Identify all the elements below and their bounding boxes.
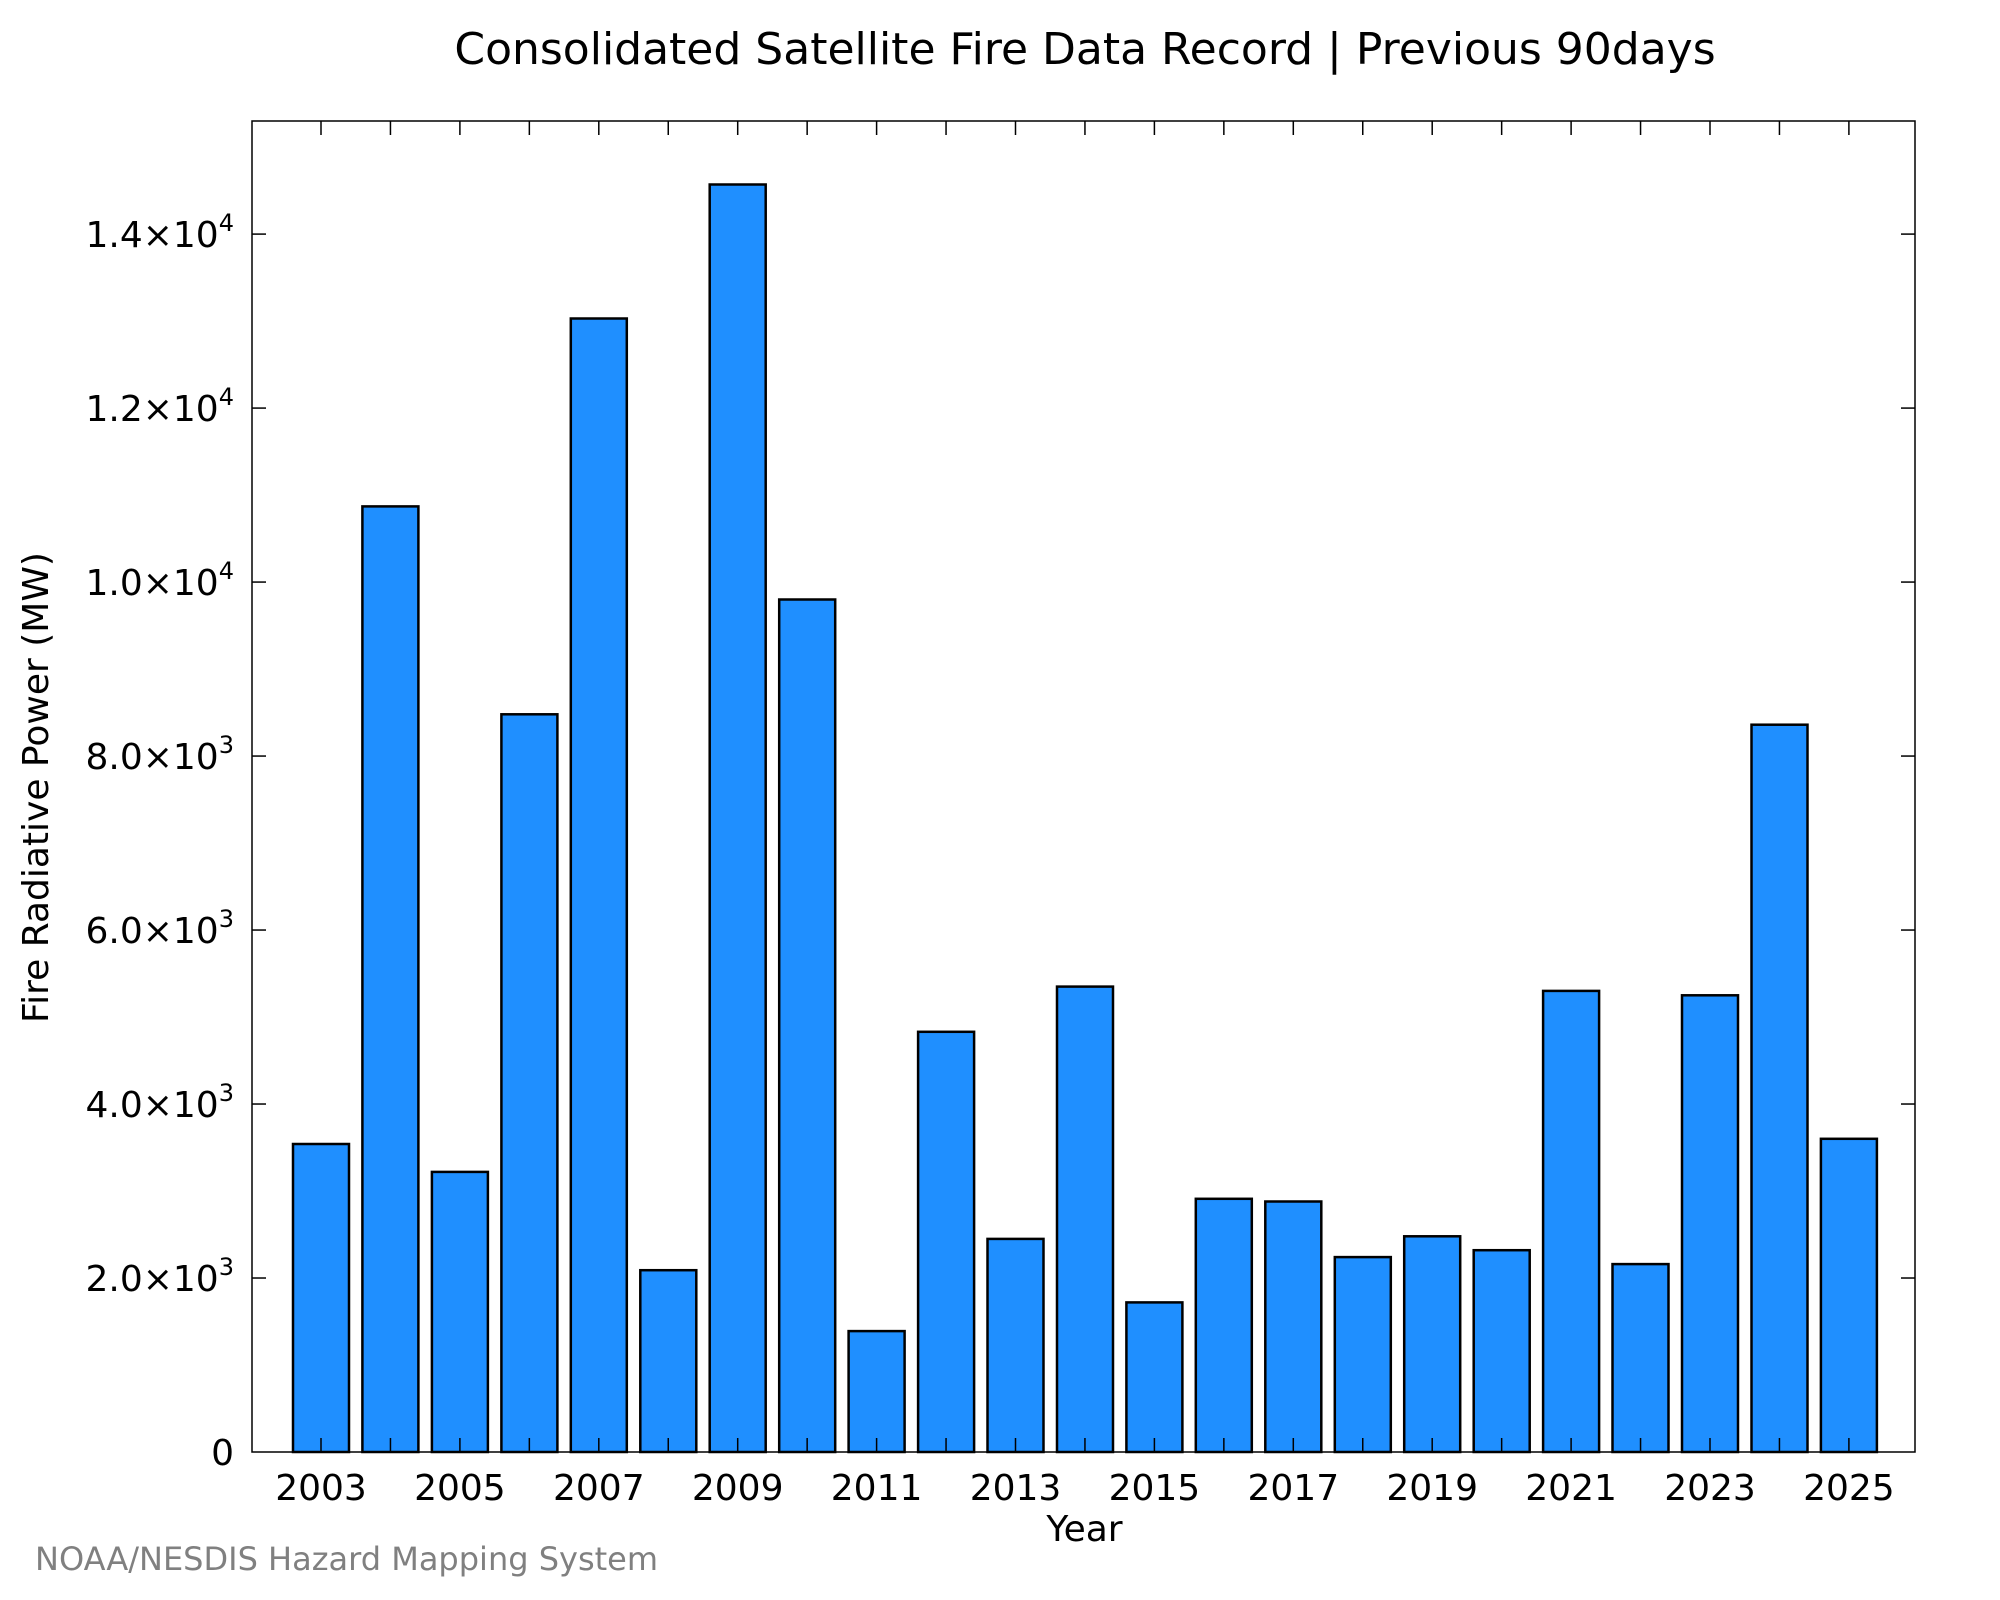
bar-2006 <box>500 713 559 1454</box>
source-credit: NOAA/NESDIS Hazard Mapping System <box>35 1540 659 1578</box>
bar-2025 <box>1819 1137 1879 1454</box>
bar-2019 <box>1402 1235 1462 1454</box>
y-tick-label: 2.0×103 <box>85 1253 234 1300</box>
x-tick-label: 2003 <box>275 1468 367 1509</box>
bar-2003 <box>291 1142 351 1454</box>
x-tick-label: 2011 <box>831 1468 923 1509</box>
chart-title: Consolidated Satellite Fire Data Record … <box>454 24 1715 75</box>
bar-2015 <box>1125 1301 1184 1454</box>
bar-2010 <box>777 598 837 1454</box>
bar-2018 <box>1333 1255 1393 1454</box>
x-axis-label: Year <box>1045 1509 1122 1550</box>
bar-2021 <box>1541 989 1601 1454</box>
x-tick-label: 2009 <box>692 1468 784 1509</box>
x-tick-label: 2019 <box>1386 1468 1478 1509</box>
x-tick-label: 2015 <box>1109 1468 1201 1509</box>
bar-2023 <box>1680 994 1740 1454</box>
y-tick-label: 8.0×103 <box>85 731 234 778</box>
bar-2020 <box>1472 1248 1531 1454</box>
bar-2012 <box>916 1030 976 1454</box>
bar-2017 <box>1264 1200 1323 1454</box>
bar-2009 <box>708 183 767 1454</box>
y-tick-label: 6.0×103 <box>85 905 234 952</box>
y-axis-label: Fire Radiative Power (MW) <box>16 552 57 1023</box>
bar-2013 <box>986 1237 1045 1454</box>
y-tick-label: 1.0×104 <box>85 557 234 604</box>
x-tick-label: 2007 <box>553 1468 645 1509</box>
bar-2022 <box>1611 1262 1670 1454</box>
bar-2016 <box>1194 1197 1254 1454</box>
bars-group <box>291 183 1879 1454</box>
y-tick-label: 4.0×103 <box>85 1079 234 1126</box>
bar-2024 <box>1750 723 1809 1454</box>
x-axis-ticks: 2003 2005 2007 2009 2011 2013 2015 2017 2019 2021… <box>275 121 1895 1509</box>
bar-2005 <box>430 1170 490 1454</box>
plot-frame <box>251 120 1916 1453</box>
y-tick-label: 0 <box>211 1433 234 1474</box>
x-tick-label: 2005 <box>414 1468 506 1509</box>
x-tick-label: 2023 <box>1664 1468 1756 1509</box>
bar-2004 <box>361 505 420 1454</box>
y-axis-ticks: 0 2.0×103 4.0×103 6.0×103 8.0×103 1.0×104 1.2×… <box>85 209 1915 1474</box>
x-tick-label: 2013 <box>970 1468 1062 1509</box>
bar-2008 <box>639 1268 698 1454</box>
bar-2007 <box>569 317 629 1454</box>
x-tick-label: 2017 <box>1247 1468 1339 1509</box>
bar-2014 <box>1055 985 1115 1454</box>
y-tick-label: 1.4×104 <box>85 209 234 256</box>
y-tick-label: 1.2×104 <box>85 383 234 430</box>
x-tick-label: 2025 <box>1803 1468 1895 1509</box>
x-tick-label: 2021 <box>1525 1468 1617 1509</box>
bar-2011 <box>847 1329 906 1454</box>
